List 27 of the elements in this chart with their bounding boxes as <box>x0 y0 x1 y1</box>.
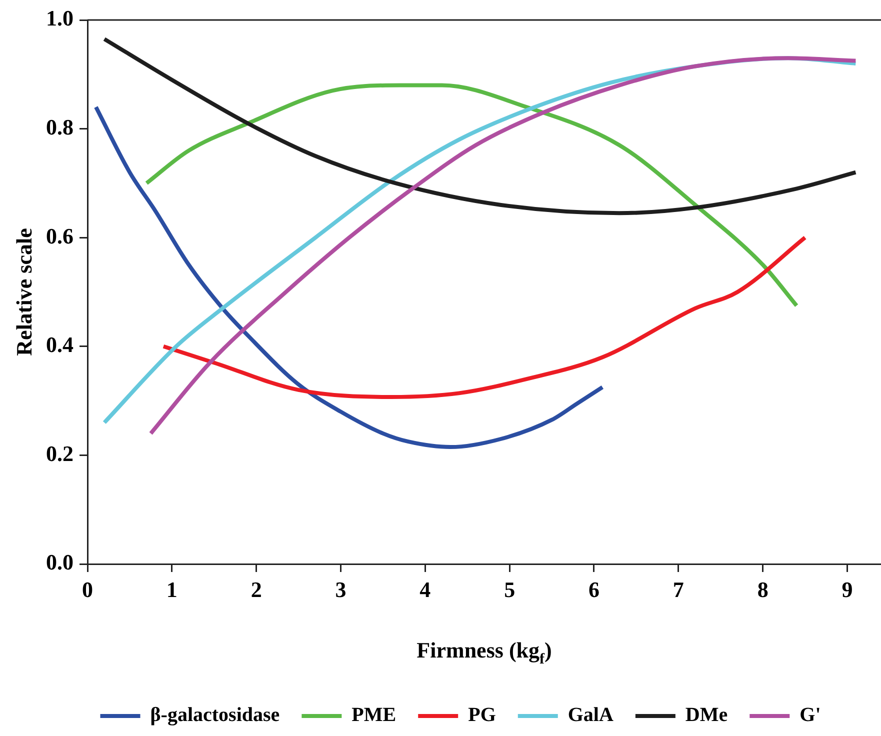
x-tick-label: 4 <box>420 576 431 602</box>
y-tick-label: 1.0 <box>46 6 74 31</box>
line-series <box>102 37 858 216</box>
x-tick-label: 6 <box>588 576 600 602</box>
line-series <box>161 236 808 399</box>
line-series <box>94 105 604 450</box>
x-tick-label: 2 <box>250 576 262 602</box>
line-series <box>144 83 799 308</box>
y-tick-label: 0.6 <box>46 223 74 248</box>
x-tick-label: 3 <box>335 576 346 602</box>
legend-label: PME <box>352 704 396 726</box>
x-tick-label: 9 <box>842 576 853 602</box>
y-tick-label: 0.2 <box>46 440 74 466</box>
legend-label: G' <box>800 704 821 726</box>
legend-label: DMe <box>685 704 728 726</box>
x-tick-label: 8 <box>757 576 768 602</box>
legend-label: PG <box>468 704 496 726</box>
x-tick-label: 0 <box>82 576 93 602</box>
y-tick-label: 0.8 <box>46 114 74 140</box>
legend-label: β-galactosidase <box>150 704 280 726</box>
x-tick-label: 5 <box>504 576 516 602</box>
y-tick-label: 0.0 <box>46 550 74 575</box>
y-axis-title: Relative scale <box>12 228 37 356</box>
legend-label: GalA <box>568 704 614 726</box>
y-tick-label: 0.4 <box>46 332 74 358</box>
x-tick-label: 1 <box>166 576 178 602</box>
x-tick-label: 7 <box>672 576 684 602</box>
